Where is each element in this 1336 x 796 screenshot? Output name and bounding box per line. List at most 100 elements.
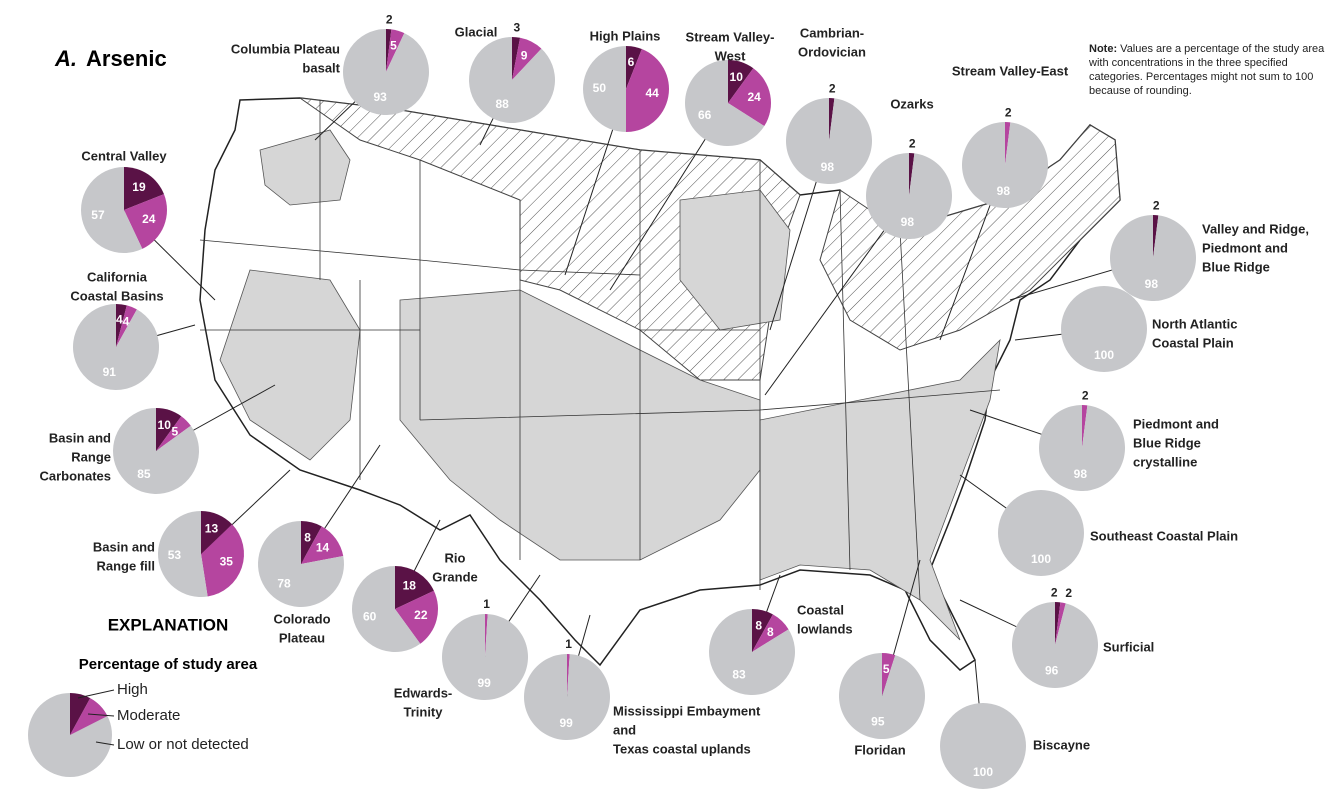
region-name: Ozarks [890,96,933,111]
pie-slice [442,614,529,700]
region-name: Glacial [455,24,498,39]
note-text: Values are a percentage of the study are… [1089,43,1325,97]
region-name: Blue Ridge [1202,259,1270,274]
legend-leader [77,689,115,699]
legend-leader [95,741,115,746]
region-name: Stream Valley-East [952,63,1069,78]
slice-label: 4 [123,314,130,328]
pie-slice [752,609,773,652]
pie-slice [485,614,488,657]
region-name: Texas coastal uplands [613,741,751,756]
slice-label: 35 [220,555,234,569]
region-name: Central Valley [81,148,167,163]
pie-slice [1061,286,1147,372]
pie-slice [1153,215,1159,258]
slice-label: 10 [158,418,172,432]
pie-slice [73,304,159,391]
region-name: Rio [445,550,466,565]
region-name: Grande [432,569,478,584]
pie-slice [1055,602,1066,645]
legend-label: Low or not detected [117,736,249,753]
pie [1109,215,1196,301]
region-name: Coastal Basins [70,288,163,303]
slice-label: 57 [91,208,105,222]
pie-slice [116,304,127,347]
pie-slice [909,153,915,196]
pie [866,153,952,240]
region-name: crystalline [1133,454,1197,469]
pie-slice [839,653,926,739]
slice-label: 2 [1153,198,1160,212]
region-name: Southeast Coastal Plain [1090,528,1238,543]
slice-label: 60 [363,609,377,623]
legend-label: Moderate [117,707,180,724]
legend-heading: EXPLANATION [108,615,229,634]
pie-slice [866,153,952,240]
pie-slice [201,524,244,597]
pie-slice [301,526,344,564]
region-name: Cambrian- [800,25,864,40]
region-name: North Atlantic [1152,316,1237,331]
region-name: Stream Valley- [686,29,775,44]
slice-label: 14 [316,541,330,555]
pie-slice [998,490,1084,576]
slice-label: 13 [205,522,219,536]
region-name: Piedmont and [1202,240,1288,255]
pie [685,60,771,146]
slice-label: 44 [646,86,660,100]
slice-label: 53 [168,548,182,562]
pie [583,46,669,133]
region-name: Blue Ridge [1133,435,1201,450]
legend-pie-high [70,693,91,735]
pie-slice [524,654,611,740]
pie [157,511,244,597]
slice-label: 1 [565,637,572,651]
pie-slice [1039,405,1126,491]
slice-label: 18 [403,579,417,593]
region-name: West [715,48,746,63]
pie-slice [626,46,642,89]
pie [1061,286,1147,372]
pie-slice [786,98,872,184]
region-name: Carbonates [39,468,111,483]
pie-slice [829,98,835,141]
region-name: Biscayne [1033,737,1090,752]
slice-label: 99 [559,716,573,730]
pie [469,37,555,124]
slice-label: 83 [732,667,746,681]
slice-label: 1 [483,597,490,611]
slice-label: 2 [829,81,836,95]
slice-label: 88 [496,97,510,111]
slice-label: 2 [1051,585,1058,599]
pie-slice [116,305,137,347]
pie-slice [940,703,1026,789]
pie-slice [469,37,555,124]
pie-slice [395,590,438,644]
pie [352,566,438,652]
pie-slice [395,566,434,609]
pie-slice [583,46,626,132]
legend-subheading: Percentage of study area [79,656,258,673]
region-name: lowlands [797,621,853,636]
map-title: Arsenic [86,46,167,71]
pie-slice [1005,122,1011,165]
slice-label: 2 [386,12,393,26]
region-name: Range [71,449,111,464]
slice-label: 98 [901,215,915,229]
pie-slice [1109,215,1196,301]
pie [1039,405,1126,491]
region-name: Surficial [1103,639,1154,654]
slice-label: 98 [1074,467,1088,481]
region-name: Floridan [854,742,905,757]
slice-label: 98 [1145,277,1159,291]
slice-label: 100 [973,765,993,779]
region-name: Basin and [49,430,111,445]
slice-label: 98 [997,184,1011,198]
pie-slice [752,614,789,652]
pie-slice [626,49,669,133]
slice-label: 93 [374,90,388,104]
pie [998,490,1084,576]
slice-label: 5 [883,662,890,676]
pie-slice [1082,405,1088,448]
